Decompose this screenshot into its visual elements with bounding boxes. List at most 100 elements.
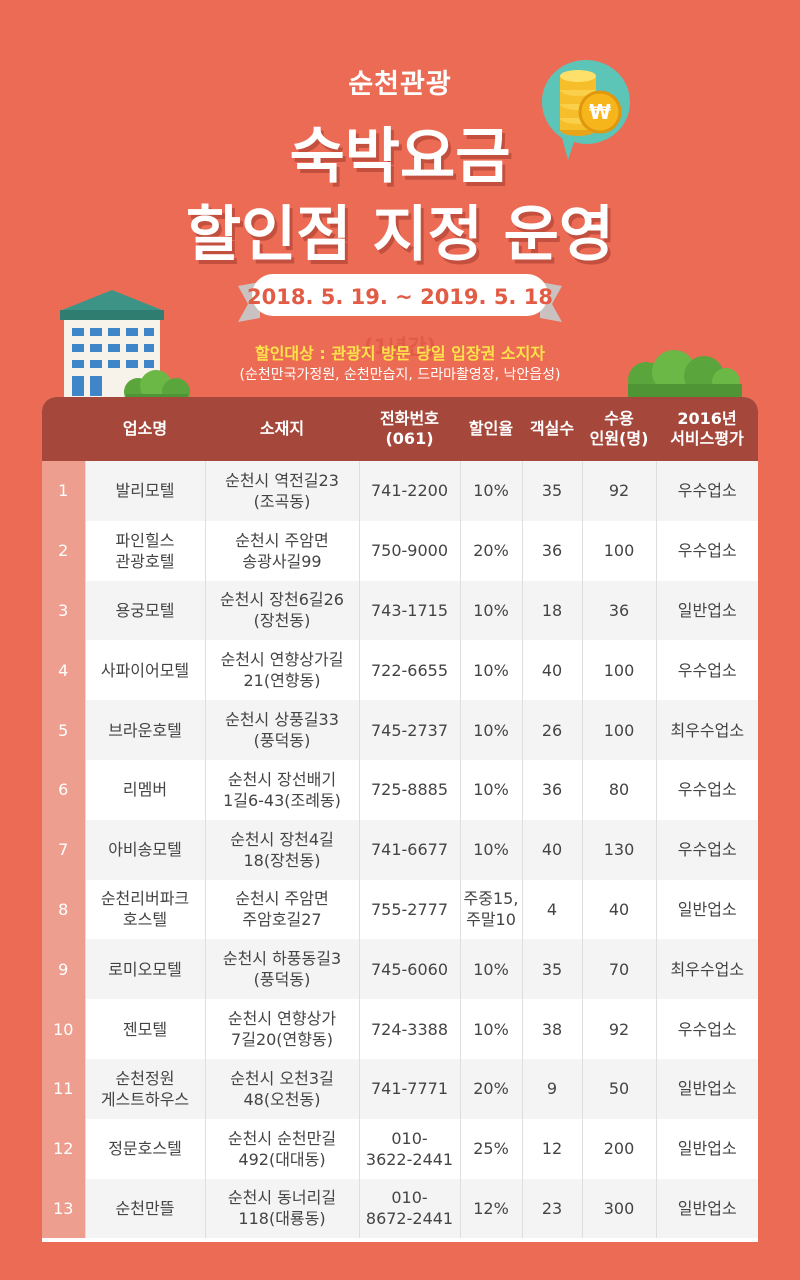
- cell-number: 11: [42, 1058, 85, 1119]
- cell-address: 순천시 주암면 주암호길27: [204, 879, 359, 940]
- cell-address: 순천시 장천6길26 (장천동): [204, 580, 359, 641]
- cell-rooms: 18: [521, 580, 582, 641]
- cell-rating: 우수업소: [655, 520, 758, 581]
- cell-number: 5: [42, 700, 85, 760]
- cell-phone: 724-3388: [358, 999, 460, 1059]
- cell-number: 12: [42, 1118, 85, 1179]
- svg-text:₩: ₩: [589, 100, 611, 124]
- cell-number: 4: [42, 640, 85, 701]
- cell-rooms: 12: [521, 1118, 582, 1179]
- cell-discount: 10%: [459, 640, 522, 701]
- cell-discount: 10%: [459, 819, 522, 880]
- cell-rooms: 35: [521, 461, 582, 521]
- cell-discount: 10%: [459, 461, 522, 521]
- column-header-capacity: 수용 인원(명): [589, 409, 649, 448]
- cell-discount: 주중15, 주말10: [459, 879, 522, 940]
- page-title-line2: 할인점 지정 운영: [185, 200, 615, 270]
- cell-address: 순천시 주암면 송광사길99: [204, 520, 359, 581]
- cell-rating: 일반업소: [655, 879, 758, 940]
- cell-rooms: 35: [521, 939, 582, 1000]
- cell-address: 순천시 순천만길 492(대대동): [204, 1118, 359, 1179]
- table-row: 8 순천리버파크 호스텔 순천시 주암면 주암호길27 755-2777 주중15, 주…: [42, 879, 758, 940]
- cell-rooms: 26: [521, 700, 582, 760]
- cell-rating: 우수업소: [655, 999, 758, 1059]
- cell-name: 순천만뜰: [84, 1178, 205, 1239]
- table-row: 11 순천정원 게스트하우스 순천시 오천3길 48(오천동) 741-7771 20%…: [42, 1058, 758, 1119]
- table-row: 9 로미오모텔 순천시 하풍동길3 (풍덕동) 745-6060 10% 35 70 최우수업…: [42, 939, 758, 1000]
- table-row: 1 발리모텔 순천시 역전길23 (조곡동) 741-2200 10% 35 92 우수업소: [42, 461, 758, 521]
- hotel-table: 업소명 소재지 전화번호 (061) 할인율 객실수 수용 인원(명) 2016년 서비스평…: [42, 397, 758, 1242]
- cell-discount: 10%: [459, 759, 522, 820]
- discount-target-note: (순천만국가정원, 순천만습지, 드라마촬영장, 낙안읍성): [239, 367, 561, 383]
- column-header-phone: 전화번호 (061): [380, 409, 439, 448]
- cell-name: 젠모텔: [84, 999, 205, 1059]
- cell-name: 파인힐스 관광호텔: [84, 520, 205, 581]
- column-header-address: 소재지: [259, 419, 305, 438]
- cell-rating: 우수업소: [655, 819, 758, 880]
- cell-phone: 743-1715: [358, 580, 460, 641]
- cell-number: 8: [42, 879, 85, 940]
- cell-rating: 우수업소: [655, 461, 758, 521]
- cell-number: 2: [42, 520, 85, 581]
- cell-phone: 741-6677: [358, 819, 460, 880]
- cell-rooms: 9: [521, 1058, 582, 1119]
- cell-address: 순천시 연향상가길 21(연향동): [204, 640, 359, 701]
- cell-capacity: 100: [581, 700, 656, 760]
- cell-capacity: 36: [581, 580, 656, 641]
- cell-rooms: 4: [521, 879, 582, 940]
- hero-banner: 순천관광 숙박요금 할인점 지정 운영 ₩: [0, 0, 800, 406]
- cell-capacity: 80: [581, 759, 656, 820]
- discount-target: 할인대상 : 관광지 방문 당일 입장권 소지자: [254, 344, 546, 363]
- cell-capacity: 50: [581, 1058, 656, 1119]
- cell-phone: 741-2200: [358, 461, 460, 521]
- cell-number: 1: [42, 461, 85, 521]
- table-row: 13 순천만뜰 순천시 동너리길 118(대룡동) 010- 8672-2441 12%…: [42, 1178, 758, 1239]
- cell-rating: 최우수업소: [655, 939, 758, 1000]
- cell-name: 브라운호텔: [84, 700, 205, 760]
- column-header-discount: 할인율: [468, 419, 514, 438]
- cell-phone: 010- 3622-2441: [358, 1118, 460, 1179]
- column-header-rating: 2016년 서비스평가: [670, 409, 744, 448]
- table-row: 7 아비송모텔 순천시 장천4길 18(장천동) 741-6677 10% 40 130 우수…: [42, 819, 758, 880]
- cell-rooms: 36: [521, 759, 582, 820]
- cell-address: 순천시 연향상가 7길20(연향동): [204, 999, 359, 1059]
- coin-speech-bubble-icon: ₩: [538, 56, 634, 170]
- cell-address: 순천시 동너리길 118(대룡동): [204, 1178, 359, 1239]
- table-row: 5 브라운호텔 순천시 상풍길33 (풍덕동) 745-2737 10% 26 100 최우수…: [42, 700, 758, 760]
- cell-name: 로미오모텔: [84, 939, 205, 1000]
- cell-discount: 10%: [459, 999, 522, 1059]
- cell-capacity: 100: [581, 520, 656, 581]
- cell-name: 사파이어모텔: [84, 640, 205, 701]
- cell-name: 리멤버: [84, 759, 205, 820]
- cell-phone: 722-6655: [358, 640, 460, 701]
- cell-discount: 12%: [459, 1178, 522, 1239]
- cell-capacity: 92: [581, 461, 656, 521]
- cell-address: 순천시 오천3길 48(오천동): [204, 1058, 359, 1119]
- cell-address: 순천시 상풍길33 (풍덕동): [204, 700, 359, 760]
- cell-rooms: 23: [521, 1178, 582, 1239]
- cell-address: 순천시 역전길23 (조곡동): [204, 461, 359, 521]
- cell-address: 순천시 장선배기 1길6-43(조례동): [204, 759, 359, 820]
- cell-phone: 725-8885: [358, 759, 460, 820]
- cell-rating: 일반업소: [655, 1118, 758, 1179]
- cell-name: 정문호스텔: [84, 1118, 205, 1179]
- table-row: 10 젠모텔 순천시 연향상가 7길20(연향동) 724-3388 10% 38 92 우수…: [42, 999, 758, 1059]
- cell-capacity: 92: [581, 999, 656, 1059]
- column-header-name: 업소명: [122, 419, 168, 438]
- cell-rating: 최우수업소: [655, 700, 758, 760]
- table-row: 12 정문호스텔 순천시 순천만길 492(대대동) 010- 3622-2441 25…: [42, 1118, 758, 1179]
- cell-rooms: 40: [521, 819, 582, 880]
- cell-capacity: 130: [581, 819, 656, 880]
- page-subtitle: 순천관광: [348, 69, 452, 100]
- cell-capacity: 100: [581, 640, 656, 701]
- cell-name: 용궁모텔: [84, 580, 205, 641]
- table-header-row: 업소명 소재지 전화번호 (061) 할인율 객실수 수용 인원(명) 2016년 서비스평…: [42, 397, 758, 461]
- cell-phone: 745-6060: [358, 939, 460, 1000]
- cell-number: 6: [42, 759, 85, 820]
- cell-capacity: 70: [581, 939, 656, 1000]
- cell-phone: 741-7771: [358, 1058, 460, 1119]
- column-header-number: [42, 397, 85, 461]
- table-row: 4 사파이어모텔 순천시 연향상가길 21(연향동) 722-6655 10% 40 100…: [42, 640, 758, 701]
- cell-discount: 10%: [459, 580, 522, 641]
- cell-number: 9: [42, 939, 85, 1000]
